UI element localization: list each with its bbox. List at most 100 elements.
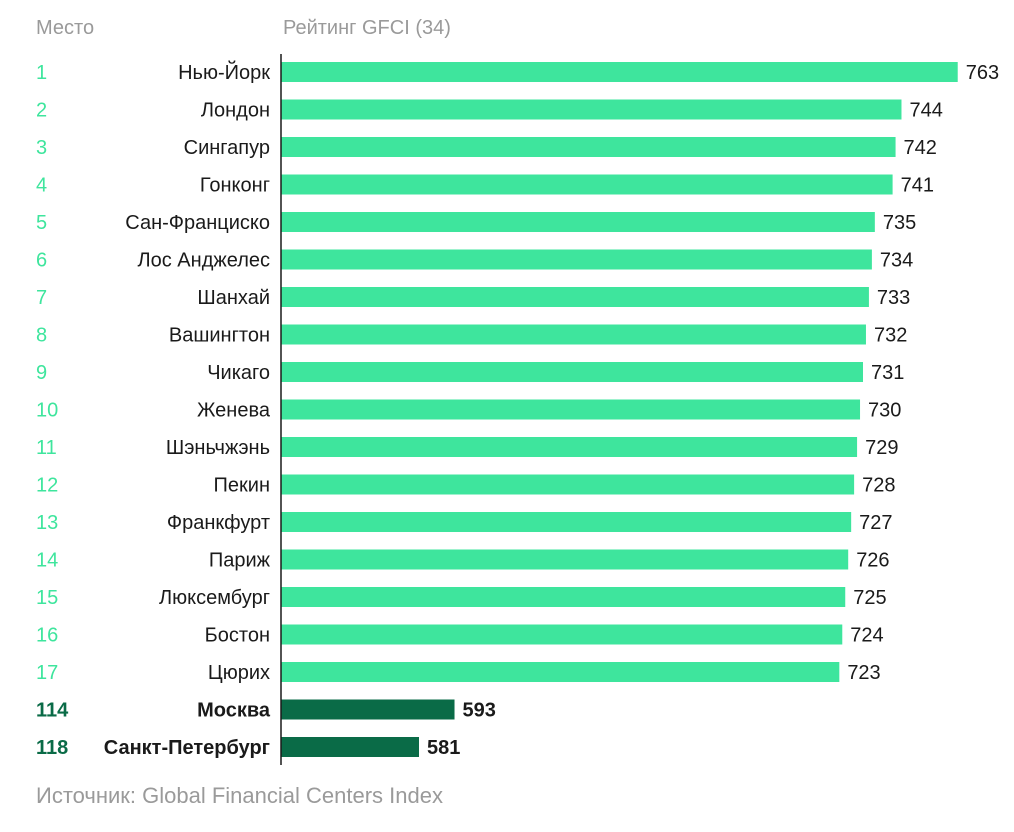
bar	[281, 62, 958, 82]
rank-label: 9	[36, 362, 47, 384]
bar-row: 4 Гонконг 741	[36, 174, 934, 197]
bar-row: 6 Лос Анджелес 734	[36, 249, 913, 272]
rating-column-header: Рейтинг GFCI (34)	[283, 17, 451, 39]
value-label: 734	[880, 250, 913, 272]
value-label: 723	[847, 662, 880, 684]
rank-label: 17	[36, 662, 58, 684]
rank-label: 14	[36, 550, 58, 572]
value-label: 727	[859, 512, 892, 534]
bar	[281, 99, 902, 120]
city-label: Лондон	[201, 100, 270, 122]
bar-row: 8 Вашингтон 732	[36, 324, 907, 347]
bar	[281, 437, 858, 457]
city-label: Шанхай	[197, 287, 270, 309]
city-label: Шэньчжэнь	[166, 437, 270, 459]
city-label: Цюрих	[208, 662, 270, 684]
rank-label: 13	[36, 512, 58, 534]
value-label: 724	[850, 625, 883, 647]
bar-row: 9 Чикаго 731	[36, 362, 904, 384]
bar	[281, 512, 852, 532]
bar	[281, 324, 866, 345]
city-label: Лос Анджелес	[138, 250, 271, 272]
value-label: 735	[883, 212, 916, 234]
bar-row: 15 Люксембург 725	[36, 587, 887, 609]
bar	[281, 662, 840, 682]
city-label: Нью-Йорк	[178, 60, 270, 84]
rank-label: 15	[36, 587, 58, 609]
city-label: Сингапур	[184, 137, 270, 159]
city-label: Москва	[197, 700, 271, 722]
bar-row: 14 Париж 726	[36, 549, 890, 572]
rank-label: 2	[36, 100, 47, 122]
rank-label: 11	[36, 437, 57, 459]
bar	[281, 624, 843, 645]
rank-label: 12	[36, 475, 58, 497]
city-label: Париж	[209, 550, 271, 572]
rank-label: 8	[36, 325, 47, 347]
value-label: 725	[853, 587, 886, 609]
city-label: Женева	[197, 400, 271, 422]
value-label: 732	[874, 325, 907, 347]
bar	[281, 287, 869, 307]
bar	[281, 362, 863, 382]
bar-row: 13 Франкфурт 727	[36, 512, 893, 534]
bar	[281, 137, 896, 157]
city-label: Люксембург	[159, 587, 270, 609]
rank-label: 10	[36, 400, 58, 422]
city-label: Франкфурт	[167, 512, 270, 534]
city-label: Пекин	[214, 475, 270, 497]
rank-label: 3	[36, 137, 47, 159]
value-label: 593	[463, 700, 496, 722]
bar	[281, 399, 861, 420]
bar-row: 5 Сан-Франциско 735	[36, 212, 916, 234]
bar	[281, 212, 875, 232]
rank-label: 114	[36, 700, 69, 722]
bar-row: 114 Москва 593	[36, 699, 496, 722]
value-label: 742	[904, 137, 937, 159]
value-label: 729	[865, 437, 898, 459]
bar-row: 7 Шанхай 733	[36, 287, 910, 309]
bar-row: 1 Нью-Йорк 763	[36, 60, 999, 84]
rank-label: 6	[36, 250, 47, 272]
value-label: 731	[871, 362, 904, 384]
bar-row: 2 Лондон 744	[36, 99, 943, 122]
value-label: 741	[901, 175, 934, 197]
bar	[281, 174, 893, 195]
value-label: 726	[856, 550, 889, 572]
value-label: 728	[862, 475, 895, 497]
bar	[281, 249, 872, 270]
rank-label: 1	[36, 62, 47, 84]
bar-row: 3 Сингапур 742	[36, 137, 937, 159]
city-label: Гонконг	[200, 175, 270, 197]
value-label: 733	[877, 287, 910, 309]
city-label: Вашингтон	[169, 325, 270, 347]
bar-row: 17 Цюрих 723	[36, 662, 881, 684]
rank-label: 16	[36, 625, 58, 647]
bar-row: 16 Бостон 724	[36, 624, 884, 647]
bar	[281, 474, 855, 495]
bar-row: 11 Шэньчжэнь 729	[36, 437, 898, 459]
chart-rows: 1 Нью-Йорк 763 2 Лондон 744 3 Сингапур 742 4 Гонко…	[36, 60, 999, 759]
city-label: Санкт-Петербург	[104, 737, 270, 759]
bar	[281, 737, 419, 757]
value-label: 763	[966, 62, 999, 84]
value-label: 581	[427, 737, 460, 759]
bar-row: 118 Санкт-Петербург 581	[36, 737, 460, 759]
city-label: Чикаго	[207, 362, 270, 384]
bar-row: 12 Пекин 728	[36, 474, 895, 497]
city-label: Бостон	[205, 625, 270, 647]
bar-row: 10 Женева 730	[36, 399, 901, 422]
rank-label: 4	[36, 175, 47, 197]
rank-column-header: Место	[36, 17, 94, 39]
bar	[281, 549, 849, 570]
rank-label: 5	[36, 212, 47, 234]
bar	[281, 699, 455, 720]
value-label: 730	[868, 400, 901, 422]
source-note: Источник: Global Financial Centers Index	[36, 783, 443, 808]
city-label: Сан-Франциско	[125, 212, 270, 234]
bar	[281, 587, 846, 607]
rank-label: 7	[36, 287, 47, 309]
rank-label: 118	[36, 737, 68, 759]
value-label: 744	[909, 100, 942, 122]
